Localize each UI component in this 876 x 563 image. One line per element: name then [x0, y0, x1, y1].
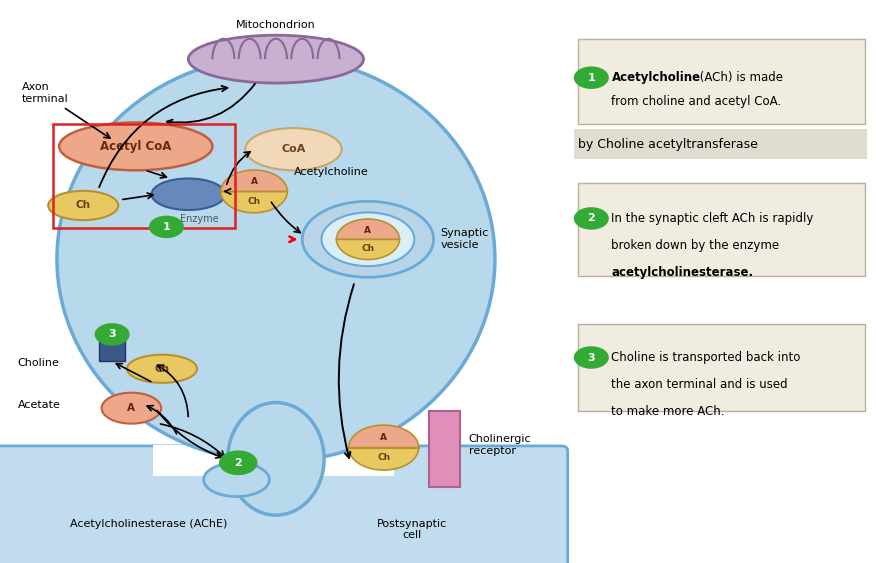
Text: Choline is transported back into: Choline is transported back into [611, 351, 801, 364]
Ellipse shape [57, 56, 495, 462]
Text: A: A [364, 226, 371, 235]
Bar [99, 340, 125, 361]
Text: the axon terminal and is used: the axon terminal and is used [611, 378, 788, 391]
Ellipse shape [60, 122, 212, 170]
Text: acetylcholinesterase.: acetylcholinesterase. [611, 266, 753, 279]
Text: Enzyme: Enzyme [180, 214, 219, 224]
FancyBboxPatch shape [578, 324, 865, 411]
Text: Cholinergic
receptor: Cholinergic receptor [469, 434, 531, 455]
FancyBboxPatch shape [0, 446, 568, 563]
Ellipse shape [302, 202, 434, 278]
Text: Acetylcholinesterase (AChE): Acetylcholinesterase (AChE) [70, 519, 228, 529]
Circle shape [219, 450, 258, 475]
Text: Mitochondrion: Mitochondrion [236, 20, 316, 30]
Wedge shape [336, 219, 399, 239]
Text: A: A [380, 433, 387, 442]
Ellipse shape [48, 191, 118, 220]
Bar [429, 411, 460, 487]
Text: Acetate: Acetate [18, 400, 60, 410]
Circle shape [574, 346, 609, 369]
Text: Synaptic
vesicle: Synaptic vesicle [441, 229, 489, 250]
Text: 1: 1 [163, 222, 170, 232]
Text: 2: 2 [235, 458, 242, 468]
Text: Ch: Ch [378, 453, 390, 462]
Text: Postsynaptic
cell: Postsynaptic cell [377, 519, 447, 540]
Text: 3: 3 [109, 329, 116, 339]
Ellipse shape [102, 393, 161, 423]
Wedge shape [221, 170, 287, 191]
Text: A: A [251, 177, 258, 186]
Text: Ch: Ch [75, 200, 91, 211]
Circle shape [574, 207, 609, 230]
Text: 3: 3 [588, 352, 595, 363]
Wedge shape [349, 448, 419, 470]
Text: Acetyl CoA: Acetyl CoA [100, 140, 172, 153]
Text: from choline and acetyl CoA.: from choline and acetyl CoA. [611, 95, 781, 108]
Ellipse shape [203, 463, 270, 497]
Text: by Choline acetyltransferase: by Choline acetyltransferase [578, 137, 758, 151]
Ellipse shape [188, 35, 364, 83]
Text: Ch: Ch [154, 364, 170, 374]
Circle shape [149, 216, 184, 238]
Ellipse shape [245, 128, 342, 170]
Text: A: A [127, 403, 136, 413]
Text: Ch: Ch [248, 196, 260, 205]
Text: Acetylcholine: Acetylcholine [611, 71, 701, 84]
Ellipse shape [127, 355, 197, 383]
Wedge shape [349, 425, 419, 448]
Ellipse shape [228, 403, 324, 515]
Text: In the synaptic cleft ACh is rapidly: In the synaptic cleft ACh is rapidly [611, 212, 814, 225]
Text: 2: 2 [588, 213, 595, 224]
Text: Acetylcholine: Acetylcholine [293, 167, 368, 177]
Text: (ACh) is made: (ACh) is made [696, 71, 782, 84]
Text: Choline: Choline [18, 358, 60, 368]
FancyBboxPatch shape [578, 39, 865, 124]
Text: 1: 1 [588, 73, 595, 83]
Ellipse shape [321, 212, 414, 266]
Text: to make more ACh.: to make more ACh. [611, 405, 725, 418]
Wedge shape [221, 191, 287, 213]
Text: broken down by the enzyme: broken down by the enzyme [611, 239, 780, 252]
FancyBboxPatch shape [578, 183, 865, 276]
Text: Axon
terminal: Axon terminal [22, 82, 68, 104]
Circle shape [95, 323, 130, 346]
FancyBboxPatch shape [574, 129, 867, 159]
Text: Ch: Ch [362, 244, 374, 253]
Ellipse shape [152, 178, 225, 210]
Bar [53, 124, 235, 228]
Circle shape [574, 66, 609, 89]
Wedge shape [336, 239, 399, 260]
Bar [153, 445, 394, 476]
Text: CoA: CoA [281, 144, 306, 154]
